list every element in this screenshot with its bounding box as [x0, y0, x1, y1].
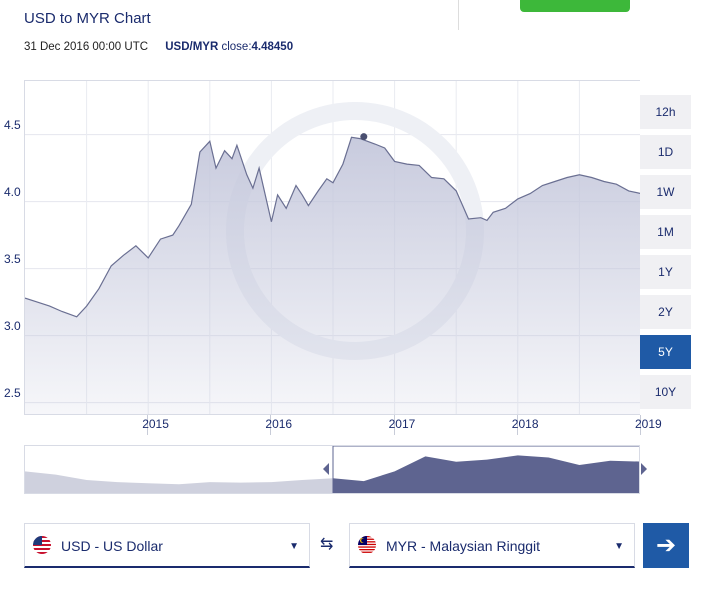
page-title: USD to MYR Chart	[24, 10, 151, 27]
convert-go-button[interactable]: ➔	[643, 523, 689, 568]
to-currency-select[interactable]: MYR - Malaysian Ringgit ▼	[349, 523, 635, 568]
my-flag-icon	[358, 536, 376, 554]
x-tick-mark	[270, 415, 272, 435]
navigator-left-handle[interactable]	[323, 463, 329, 475]
chart-info-line: 31 Dec 2016 00:00 UTC USD/MYR close:4.48…	[24, 41, 293, 53]
x-tick-label: 2016	[265, 417, 293, 431]
range-button-2y[interactable]: 2Y	[640, 295, 691, 329]
to-currency-label: MYR - Malaysian Ringgit	[386, 538, 541, 554]
range-button-10y[interactable]: 10Y	[640, 375, 691, 409]
header-divider	[458, 0, 459, 30]
range-button-5y[interactable]: 5Y	[640, 335, 691, 369]
from-currency-select[interactable]: USD - US Dollar ▼	[24, 523, 310, 568]
navigator-selected-area	[333, 455, 639, 493]
range-button-1w[interactable]: 1W	[640, 175, 691, 209]
close-value: 4.48450	[251, 41, 294, 53]
chevron-down-icon: ▼	[289, 541, 299, 552]
navigator-svg	[25, 446, 639, 493]
range-button-12h[interactable]: 12h	[640, 95, 691, 129]
y-tick-label: 4.0	[4, 184, 21, 199]
y-tick-label: 4.5	[4, 117, 21, 132]
close-label: close:	[221, 41, 252, 53]
x-tick-label: 2017	[388, 417, 416, 431]
us-flag-icon	[33, 536, 51, 554]
series-line	[25, 136, 640, 318]
x-tick-mark	[393, 415, 395, 435]
y-tick-label: 3.0	[4, 318, 21, 333]
green-action-button[interactable]	[520, 0, 630, 12]
navigator-chart[interactable]	[24, 445, 640, 494]
x-tick-label: 2019	[635, 417, 662, 431]
main-chart-svg	[25, 81, 640, 414]
x-tick-mark	[147, 415, 149, 435]
x-tick-mark	[640, 415, 641, 435]
highlight-point	[360, 133, 368, 141]
from-currency-label: USD - US Dollar	[61, 538, 163, 554]
series-area	[25, 137, 640, 414]
x-tick-label: 2018	[511, 417, 539, 431]
y-tick-label: 3.5	[4, 251, 21, 266]
swap-icon[interactable]: ⇆	[320, 536, 334, 553]
range-button-1y[interactable]: 1Y	[640, 255, 691, 289]
range-button-1m[interactable]: 1M	[640, 215, 691, 249]
currency-pair: USD/MYR	[165, 41, 219, 53]
y-tick-label: 2.5	[4, 385, 21, 400]
chevron-down-icon: ▼	[614, 541, 624, 552]
navigator-right-handle[interactable]	[641, 463, 647, 475]
range-selector: 12h 1D 1W 1M 1Y 2Y 5Y 10Y	[640, 95, 691, 415]
range-button-1d[interactable]: 1D	[640, 135, 691, 169]
x-tick-label: 2015	[142, 417, 169, 431]
main-chart[interactable]	[24, 80, 640, 415]
chart-date: 31 Dec 2016 00:00 UTC	[24, 41, 149, 53]
x-tick-mark	[516, 415, 518, 435]
